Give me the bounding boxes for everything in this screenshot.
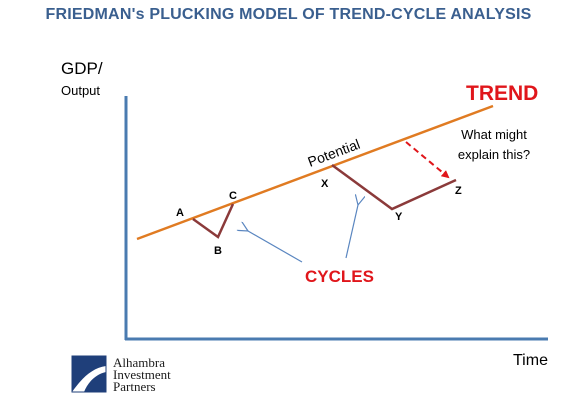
logo-text: Alhambra Investment Partners	[113, 355, 171, 394]
point-z-label: Z	[455, 185, 462, 197]
logo-line-3: Partners	[113, 379, 156, 394]
question-annotation: What might explain this?	[446, 125, 542, 165]
logo-line-1: Alhambra	[113, 355, 165, 370]
x-axis-label: Time	[513, 352, 548, 369]
point-y-label: Y	[395, 211, 403, 223]
question-line-1: What might	[461, 127, 527, 142]
trend-label: TREND	[466, 82, 539, 105]
cycles-label: CYCLES	[305, 267, 374, 286]
point-a-label: A	[176, 207, 184, 219]
diagram-title: FRIEDMAN's PLUCKING MODEL OF TREND-CYCLE…	[45, 6, 532, 23]
y-axis-label-gdp: GDP/	[61, 59, 103, 78]
point-x-label: X	[321, 178, 329, 190]
small-cycle	[192, 203, 235, 239]
point-c-label: C	[229, 190, 237, 202]
y-axis-label-output: Output	[61, 83, 101, 98]
question-line-2: explain this?	[457, 147, 531, 162]
logo-line-2: Investment	[113, 367, 171, 382]
pointer-arrow-large-cycle	[345, 205, 358, 259]
alhambra-logo-icon	[71, 355, 107, 393]
question-arrow	[405, 141, 450, 179]
pointer-arrow-small-cycle	[248, 231, 303, 263]
trend-line	[136, 104, 494, 241]
large-cycle	[331, 163, 457, 211]
point-b-label: B	[214, 245, 222, 257]
